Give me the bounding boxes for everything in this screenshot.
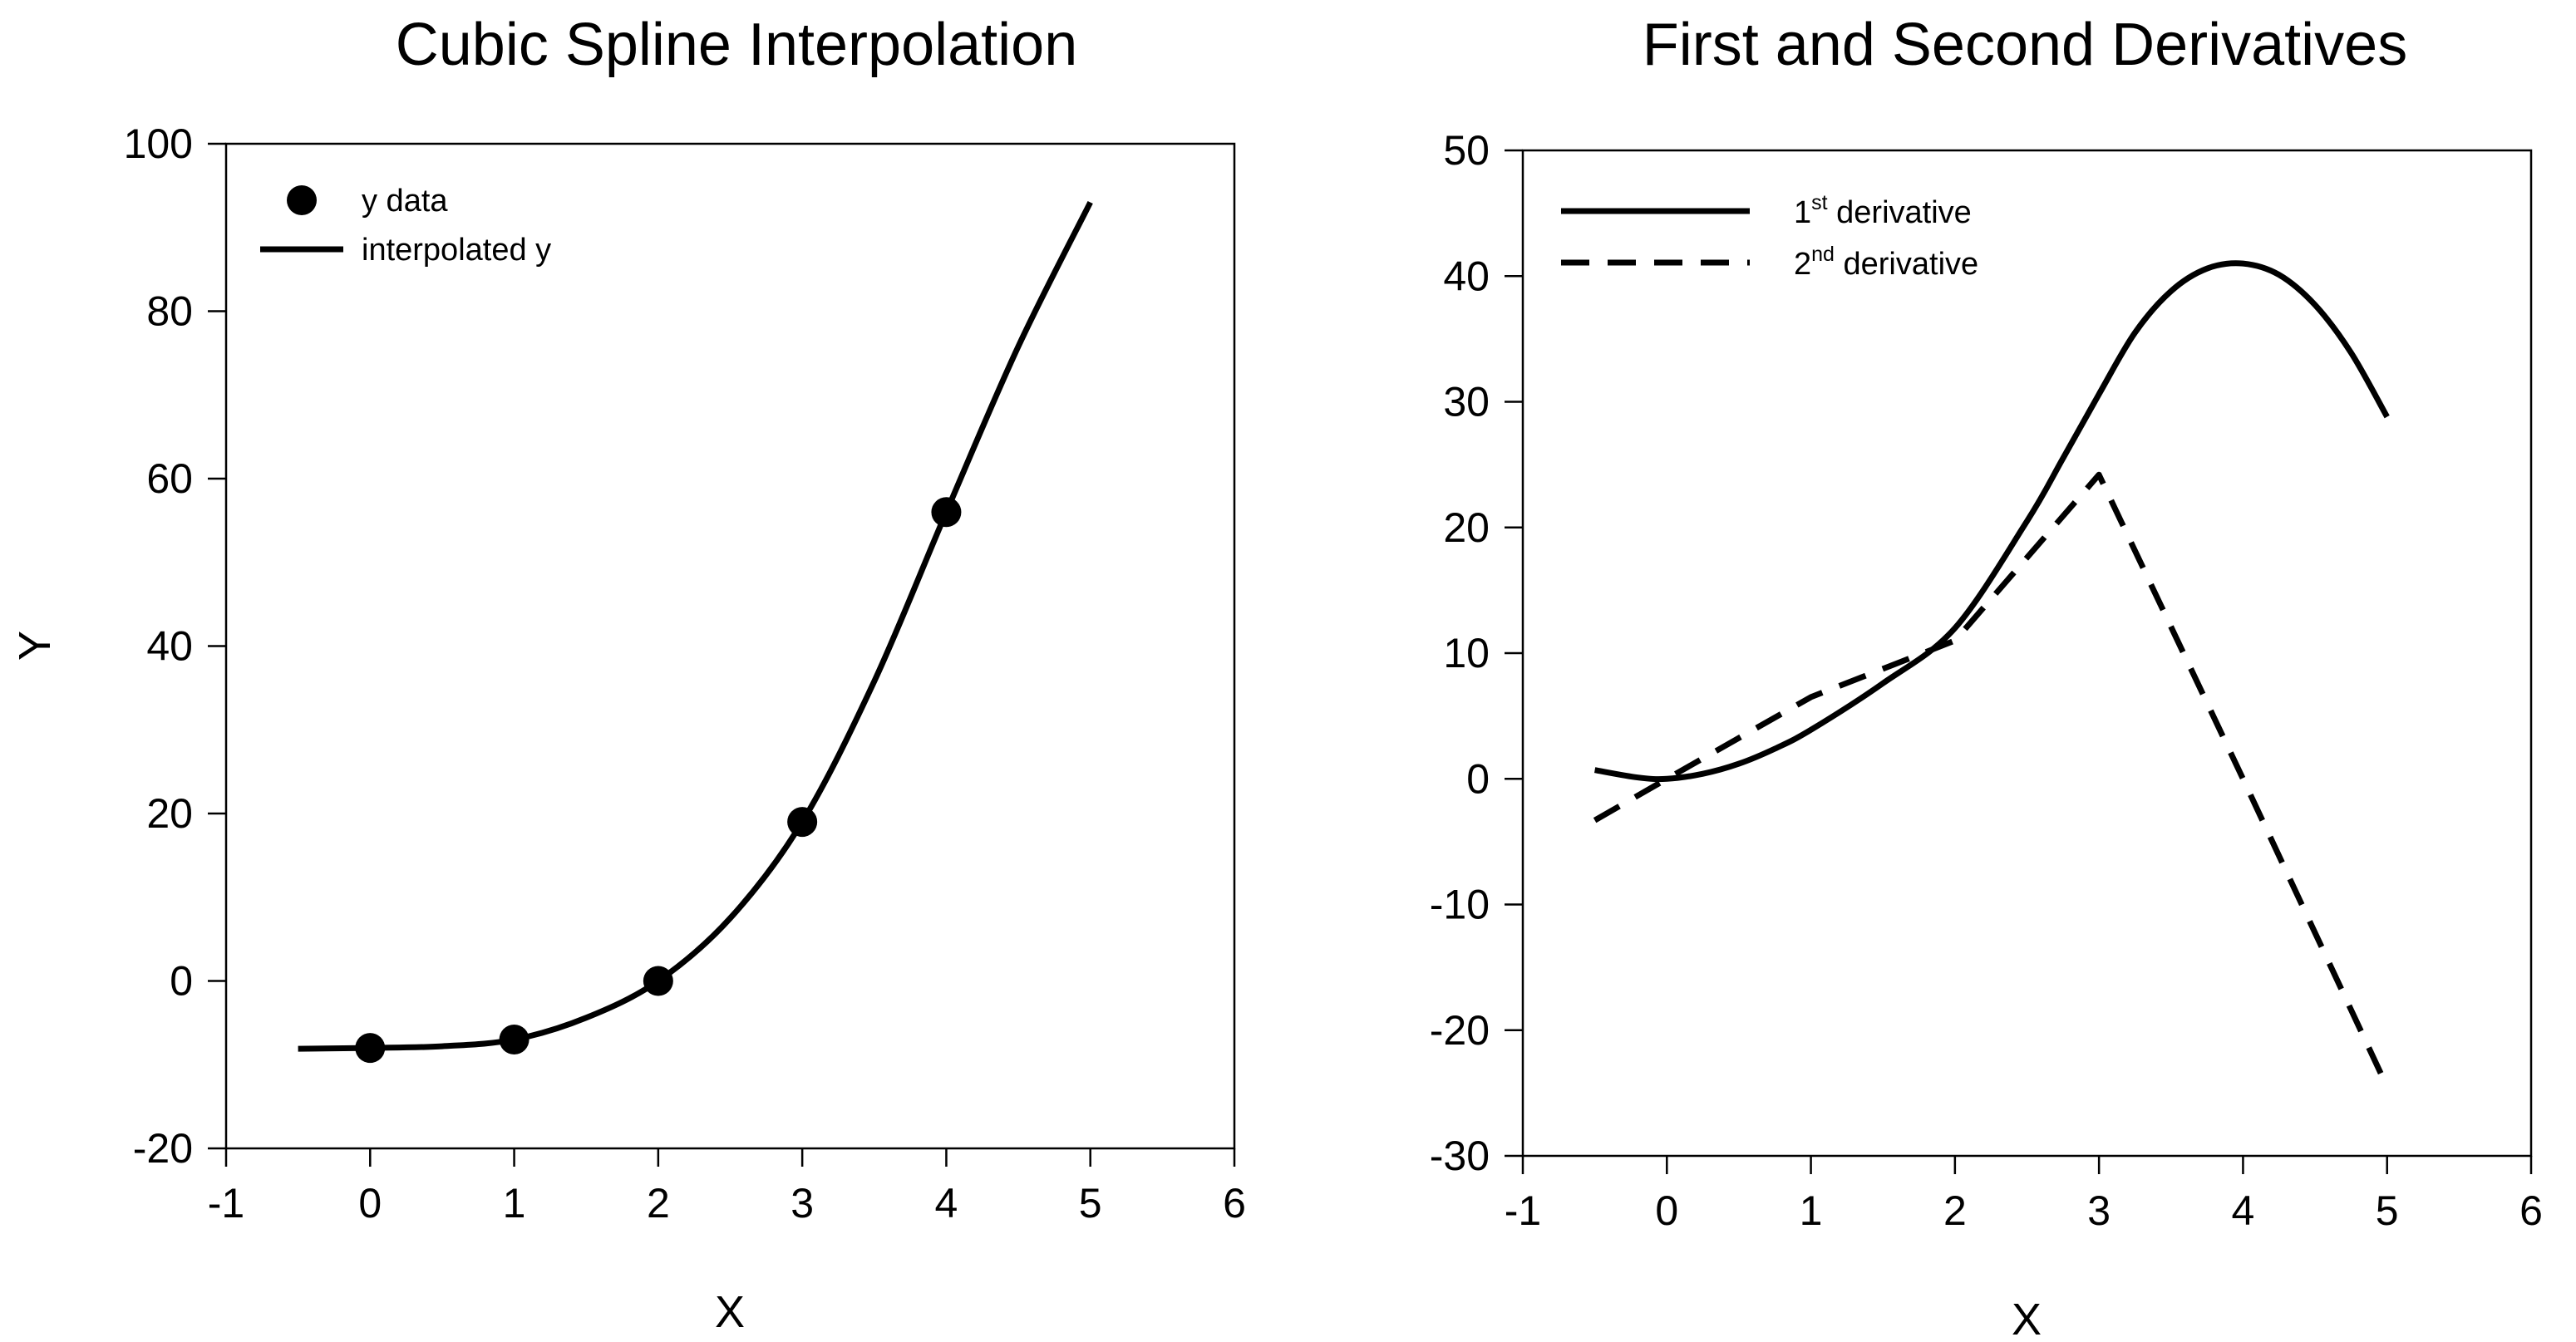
- chart-title: First and Second Derivatives: [1643, 12, 2407, 78]
- y-tick-label: 40: [146, 623, 193, 670]
- plot-frame: [1521, 149, 2533, 1158]
- x-tick-label: 1: [503, 1180, 526, 1226]
- legend-label-main: 1: [1794, 195, 1811, 230]
- legend-label-rest: derivative: [1828, 195, 1972, 230]
- series-line-solid: [298, 200, 1093, 1052]
- chart-title: Cubic Spline Interpolation: [396, 12, 1078, 78]
- x-tick-label: 5: [1079, 1180, 1102, 1226]
- x-axis-label: X: [2012, 1295, 2042, 1342]
- series-line-solid: [1594, 260, 2390, 783]
- x-tick-label: 3: [2087, 1187, 2111, 1234]
- legend-label-superscript: st: [1811, 191, 1828, 214]
- legend-label-second-derivative: 2nd derivative: [1794, 243, 1978, 282]
- derivatives-chart: First and Second Derivatives -1 0 1 2 3 4 5 6-3…: [1430, 12, 2543, 1342]
- y-tick-label: -30: [1430, 1133, 1490, 1179]
- x-tick-label: 6: [1223, 1180, 1246, 1226]
- tick-group: -1 0 1 2 3 4 5 6 -20 0 20 40 60 80 100: [124, 120, 1246, 1226]
- y-tick-label: 30: [1443, 379, 1490, 425]
- x-axis-label: X: [715, 1287, 745, 1337]
- legend: 1st derivative 2nd derivative: [1561, 191, 1978, 282]
- x-tick-label: 4: [935, 1180, 958, 1226]
- y-tick-label: 80: [146, 288, 193, 335]
- data-point: [787, 807, 818, 838]
- x-tick-label: -1: [208, 1180, 244, 1226]
- y-tick-label: 0: [170, 958, 193, 1005]
- data-point: [931, 497, 962, 528]
- x-tick-label: 0: [358, 1180, 382, 1226]
- x-tick-label: 5: [2376, 1187, 2399, 1234]
- cubic-spline-chart: Cubic Spline Interpolation -1 0 1 2 3 4 5 6 -20 0…: [10, 12, 1246, 1337]
- plot-area: [298, 200, 1093, 1064]
- x-tick-label: -1: [1505, 1187, 1541, 1234]
- plot-area: [1593, 260, 2390, 1089]
- legend: y data interpolated y: [260, 184, 551, 268]
- data-point: [355, 1033, 386, 1064]
- y-tick-label: 20: [1443, 504, 1490, 551]
- data-point: [643, 966, 673, 996]
- legend-label-interpolated-y: interpolated y: [362, 233, 551, 268]
- x-tick-label: 4: [2232, 1187, 2255, 1234]
- legend-label-y-data: y data: [362, 184, 448, 219]
- legend-label-main: 2: [1794, 247, 1811, 282]
- x-tick-label: 2: [647, 1180, 670, 1226]
- y-tick-label: 50: [1443, 127, 1490, 174]
- y-axis-label: Y: [10, 631, 60, 661]
- y-tick-label: -20: [1430, 1007, 1490, 1054]
- y-tick-label: 40: [1443, 253, 1490, 299]
- x-tick-label: 6: [2519, 1187, 2543, 1234]
- plot-frame: [224, 142, 1236, 1150]
- x-tick-label: 3: [791, 1180, 814, 1226]
- x-tick-label: 1: [1800, 1187, 1823, 1234]
- legend-label-first-derivative: 1st derivative: [1794, 191, 1972, 230]
- legend-label-rest: derivative: [1835, 247, 1978, 282]
- series-line-dashed: [1593, 471, 2390, 1089]
- y-tick-label: 60: [146, 455, 193, 502]
- y-tick-label: 20: [146, 790, 193, 837]
- legend-marker-y-data: [287, 185, 317, 215]
- y-tick-label: 0: [1466, 755, 1490, 802]
- y-tick-label: 10: [1443, 630, 1490, 676]
- data-point: [499, 1025, 529, 1055]
- y-tick-label: -20: [133, 1125, 193, 1172]
- x-tick-label: 2: [1943, 1187, 1967, 1234]
- y-tick-label: -10: [1430, 882, 1490, 928]
- legend-label-superscript: nd: [1811, 243, 1835, 266]
- y-tick-label: 100: [124, 120, 193, 167]
- x-tick-label: 0: [1655, 1187, 1678, 1234]
